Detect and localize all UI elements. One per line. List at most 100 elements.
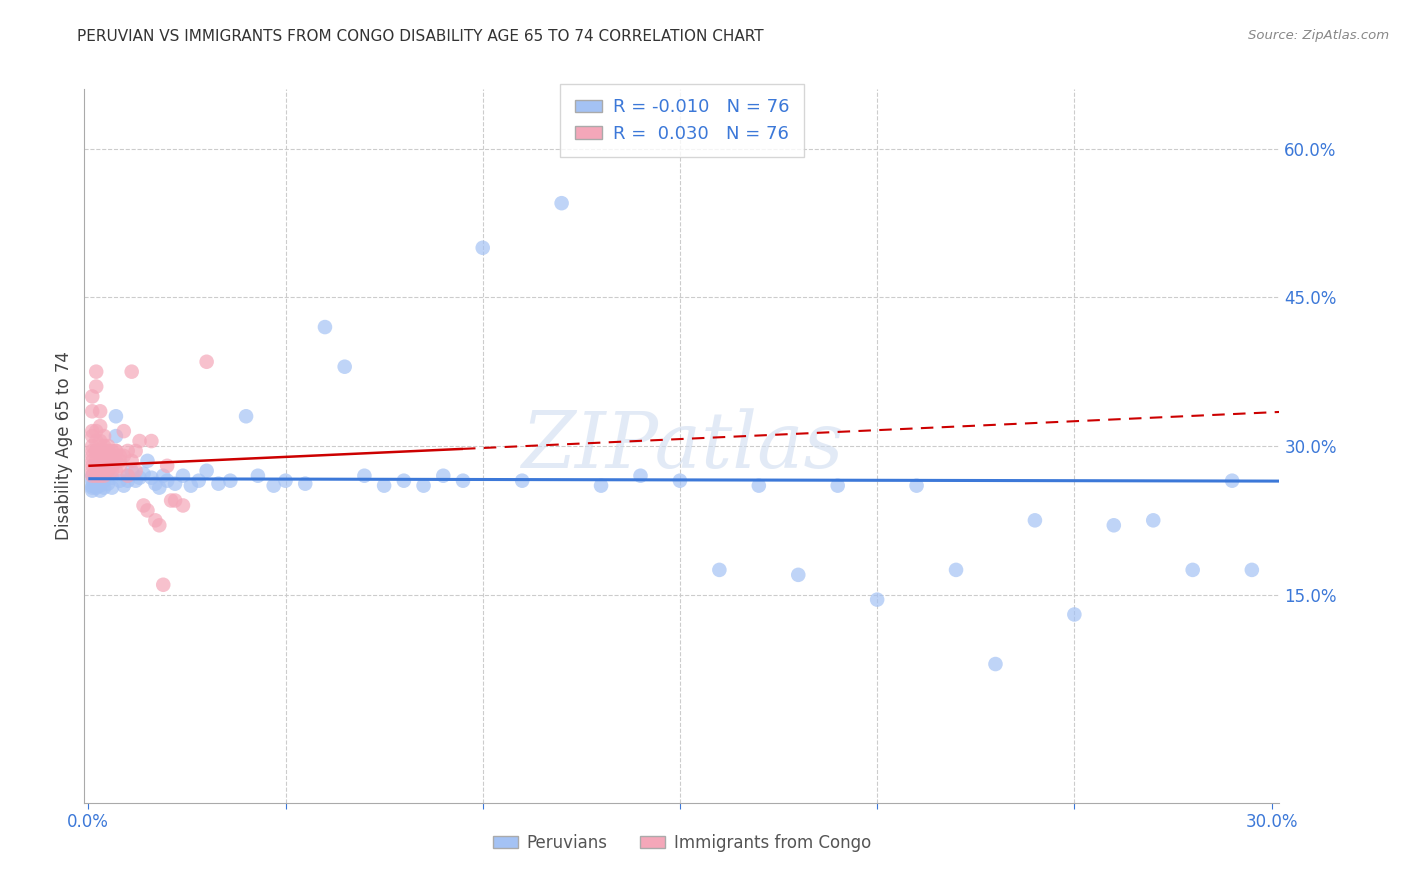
- Point: [121, 464, 143, 478]
- Point: [89, 419, 111, 434]
- Point: [373, 478, 395, 492]
- Point: [246, 468, 269, 483]
- Point: [93, 444, 115, 458]
- Point: [274, 474, 297, 488]
- Point: [97, 464, 120, 478]
- Point: [1024, 513, 1046, 527]
- Point: [93, 481, 115, 495]
- Point: [84, 464, 107, 478]
- Point: [314, 320, 336, 334]
- Point: [82, 464, 104, 478]
- Point: [172, 499, 194, 513]
- Point: [294, 476, 316, 491]
- Point: [117, 444, 139, 458]
- Point: [93, 429, 115, 443]
- Point: [143, 476, 166, 491]
- Point: [93, 468, 115, 483]
- Point: [117, 474, 139, 488]
- Point: [93, 468, 115, 483]
- Point: [97, 458, 120, 473]
- Point: [128, 434, 150, 448]
- Point: [143, 513, 166, 527]
- Point: [1102, 518, 1125, 533]
- Point: [207, 476, 229, 491]
- Point: [165, 493, 187, 508]
- Point: [108, 458, 131, 473]
- Point: [141, 471, 163, 485]
- Point: [124, 444, 146, 458]
- Point: [93, 474, 115, 488]
- Point: [112, 424, 135, 438]
- Point: [136, 503, 159, 517]
- Point: [82, 424, 104, 438]
- Point: [82, 454, 104, 468]
- Point: [82, 483, 104, 498]
- Point: [104, 454, 127, 468]
- Text: ZIPatlas: ZIPatlas: [520, 408, 844, 484]
- Point: [112, 449, 135, 463]
- Point: [89, 444, 111, 458]
- Point: [148, 518, 170, 533]
- Point: [709, 563, 731, 577]
- Point: [263, 478, 285, 492]
- Point: [787, 567, 810, 582]
- Point: [84, 481, 107, 495]
- Point: [984, 657, 1007, 671]
- Point: [104, 429, 127, 443]
- Point: [89, 404, 111, 418]
- Point: [108, 474, 131, 488]
- Point: [84, 434, 107, 448]
- Point: [589, 478, 612, 492]
- Point: [82, 404, 104, 418]
- Point: [89, 444, 111, 458]
- Point: [669, 474, 692, 488]
- Point: [510, 474, 533, 488]
- Point: [132, 467, 155, 481]
- Point: [117, 468, 139, 483]
- Point: [82, 458, 104, 473]
- Point: [353, 468, 375, 483]
- Point: [124, 464, 146, 478]
- Point: [187, 474, 209, 488]
- Point: [101, 444, 124, 458]
- Point: [82, 449, 104, 463]
- Point: [89, 464, 111, 478]
- Point: [219, 474, 242, 488]
- Point: [141, 434, 163, 448]
- Point: [89, 468, 111, 483]
- Y-axis label: Disability Age 65 to 74: Disability Age 65 to 74: [55, 351, 73, 541]
- Point: [93, 464, 115, 478]
- Point: [84, 424, 107, 438]
- Point: [866, 592, 889, 607]
- Point: [89, 454, 111, 468]
- Point: [89, 478, 111, 492]
- Text: Source: ZipAtlas.com: Source: ZipAtlas.com: [1249, 29, 1389, 43]
- Point: [235, 409, 257, 424]
- Point: [97, 439, 120, 453]
- Point: [1220, 474, 1243, 488]
- Point: [101, 458, 124, 473]
- Point: [1240, 563, 1263, 577]
- Point: [93, 458, 115, 473]
- Legend: Peruvians, Immigrants from Congo: Peruvians, Immigrants from Congo: [486, 828, 877, 859]
- Point: [471, 241, 494, 255]
- Point: [84, 468, 107, 483]
- Point: [136, 454, 159, 468]
- Point: [451, 474, 474, 488]
- Point: [165, 476, 187, 491]
- Point: [152, 578, 174, 592]
- Point: [101, 464, 124, 478]
- Point: [1063, 607, 1085, 622]
- Point: [82, 468, 104, 483]
- Point: [101, 454, 124, 468]
- Point: [82, 478, 104, 492]
- Point: [84, 476, 107, 491]
- Point: [104, 464, 127, 478]
- Point: [84, 471, 107, 485]
- Point: [82, 481, 104, 495]
- Point: [117, 468, 139, 483]
- Point: [748, 478, 770, 492]
- Point: [84, 454, 107, 468]
- Point: [180, 478, 202, 492]
- Point: [84, 444, 107, 458]
